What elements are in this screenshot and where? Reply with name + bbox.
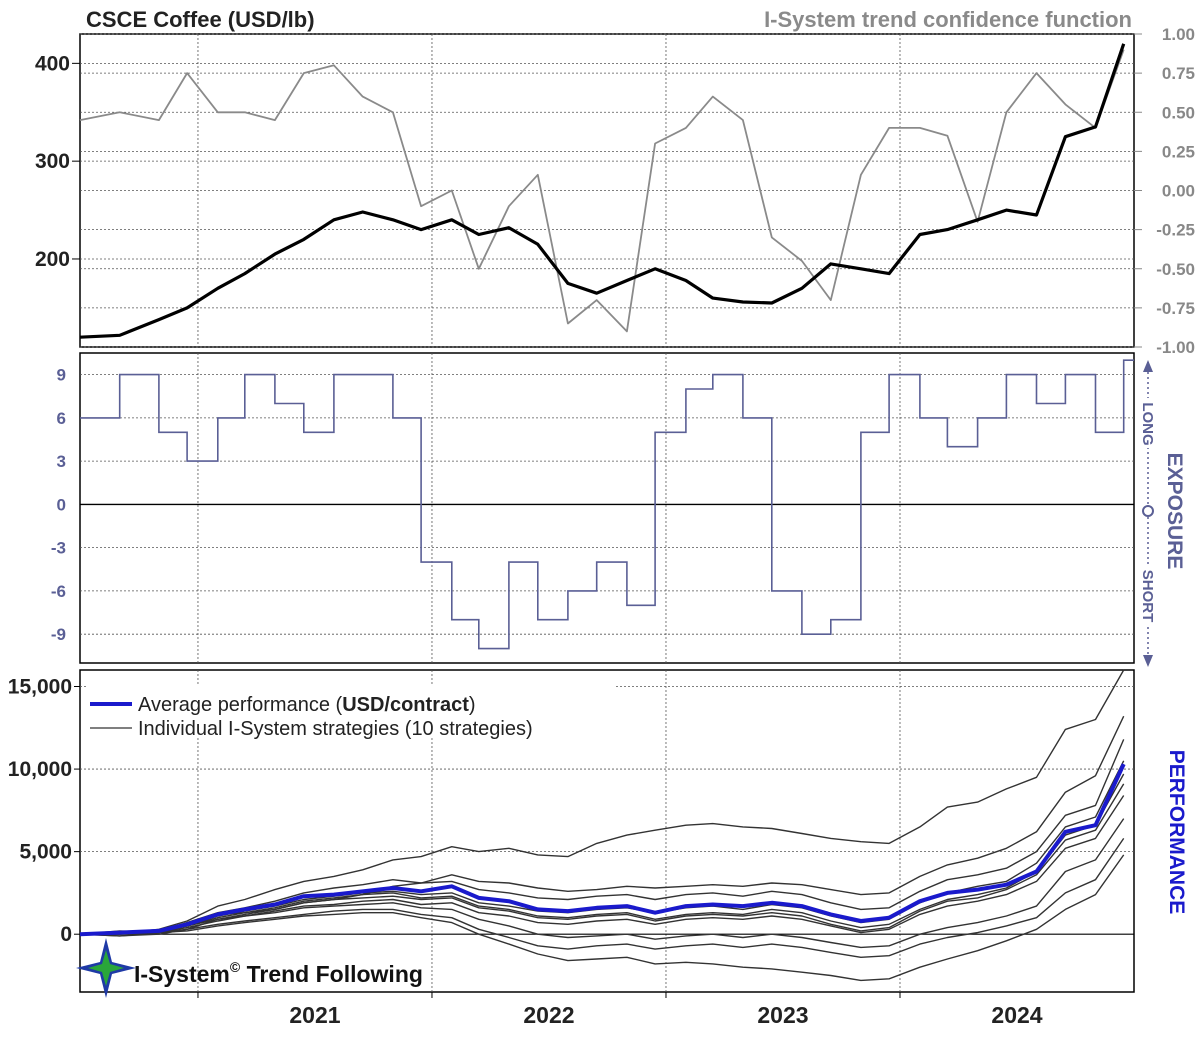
grid-layer <box>80 33 1134 992</box>
exposure-panel-frame <box>79 352 1135 664</box>
legend-average-label: Average performance (USD/contract) <box>138 694 476 716</box>
year-label: 2021 <box>289 1002 340 1028</box>
year-label: 2022 <box>523 1002 574 1028</box>
confidence-tick-label: 0.25 <box>1162 142 1195 161</box>
short-label: SHORT <box>1139 570 1156 623</box>
neutral-circle-icon <box>1142 505 1154 517</box>
performance-tick-label: 10,000 <box>8 758 72 781</box>
confidence-line <box>79 49 1125 333</box>
confidence-tick-label: -1.00 <box>1156 338 1195 357</box>
strategy-line-1 <box>79 669 1125 935</box>
year-label: 2024 <box>991 1002 1042 1028</box>
exposure-side-axis: LONG SHORT EXPOSURE <box>1139 360 1186 667</box>
confidence-tick-label: -0.50 <box>1156 260 1195 279</box>
exposure-tick-label: 0 <box>57 495 66 514</box>
price-tick-label: 200 <box>35 248 70 271</box>
long-label-bg <box>1140 398 1156 448</box>
exposure-tick-label: -9 <box>51 625 66 644</box>
exposure-tick-label: 9 <box>57 366 66 385</box>
strategy-line-10 <box>80 854 1125 982</box>
performance-tick-label: 15,000 <box>8 676 72 699</box>
confidence-tick-label: -0.25 <box>1156 221 1195 240</box>
exposure-tick-label: -3 <box>51 539 66 558</box>
confidence-tick-label: 0.75 <box>1162 64 1195 83</box>
short-label-bg <box>1140 566 1156 626</box>
exposure-tick-label: -6 <box>51 582 66 601</box>
long-label: LONG <box>1139 402 1156 445</box>
strategy-line-3 <box>79 739 1125 935</box>
legend-bg <box>86 686 616 738</box>
year-label: 2023 <box>757 1002 808 1028</box>
price-tick-label: 400 <box>35 52 70 75</box>
strategy-line-9 <box>79 838 1125 958</box>
strategy-line-8 <box>79 818 1125 949</box>
price-tick-label: 300 <box>35 150 70 173</box>
price-line <box>79 43 1126 339</box>
strategy-line-5 <box>80 773 1125 935</box>
confidence-tick-label: 0.00 <box>1162 182 1195 201</box>
confidence-tick-label: 1.00 <box>1162 25 1195 44</box>
average-performance-line <box>79 763 1126 937</box>
long-arrow-icon <box>1143 360 1153 372</box>
tick-layer: 2021 2022 2023 2024200300400-1.00-0.75-0.50… <box>8 25 1195 1028</box>
star-logo-inner-icon <box>88 950 124 986</box>
performance-label: PERFORMANCE <box>1165 750 1188 915</box>
strategy-line-7 <box>79 795 1125 937</box>
price-title: CSCE Coffee (USD/lb) <box>86 7 315 32</box>
confidence-tick-label: 0.50 <box>1162 103 1195 122</box>
short-arrow-icon <box>1143 655 1153 667</box>
legend-individual-label: Individual I-System strategies (10 strat… <box>138 718 533 740</box>
confidence-title: I-System trend confidence function <box>764 7 1132 32</box>
performance-panel-frame <box>79 669 1135 993</box>
series-layer <box>79 43 1134 982</box>
legend: Average performance (USD/contract) Indiv… <box>86 686 616 740</box>
branding: I-System© Trend Following <box>76 938 423 998</box>
performance-tick-label: 5,000 <box>19 841 72 864</box>
brand-text: I-System© Trend Following <box>134 959 423 987</box>
exposure-line <box>80 359 1134 650</box>
performance-tick-label: 0 <box>60 923 72 946</box>
exposure-tick-label: 6 <box>57 409 66 428</box>
exposure-label: EXPOSURE <box>1163 453 1186 570</box>
confidence-tick-label: -0.75 <box>1156 299 1195 318</box>
price-panel-frame <box>79 33 1135 348</box>
exposure-tick-label: 3 <box>57 452 66 471</box>
strategy-line-6 <box>79 783 1125 935</box>
